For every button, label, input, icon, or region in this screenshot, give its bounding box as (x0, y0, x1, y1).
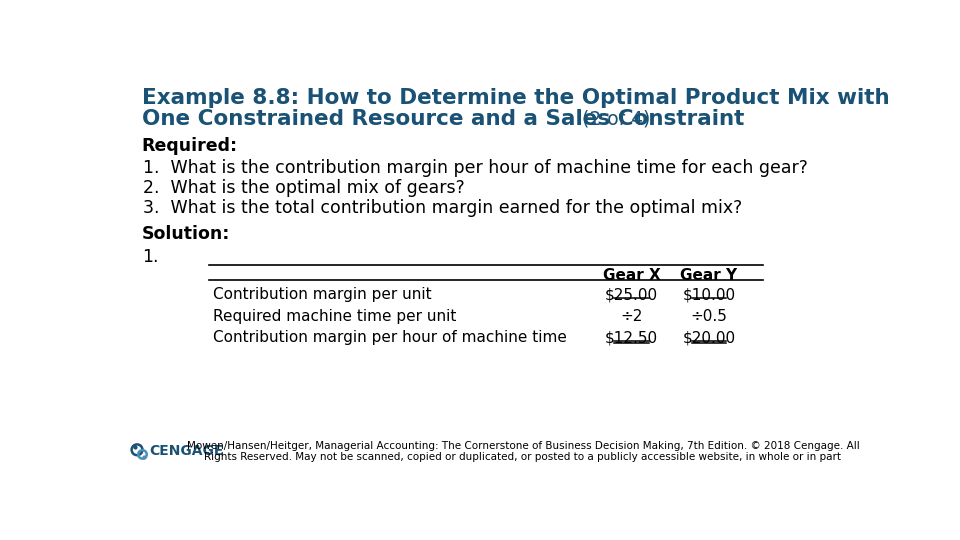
Text: $20.00: $20.00 (683, 330, 735, 346)
Text: Required machine time per unit: Required machine time per unit (213, 309, 456, 324)
Text: 1.  What is the contribution margin per hour of machine time for each gear?: 1. What is the contribution margin per h… (143, 159, 808, 177)
Text: ÷2: ÷2 (620, 309, 642, 324)
Text: Contribution margin per unit: Contribution margin per unit (213, 287, 432, 302)
Text: $12.50: $12.50 (605, 330, 658, 346)
Text: One Constrained Resource and a Sales Constraint: One Constrained Resource and a Sales Con… (142, 110, 744, 130)
Text: Required:: Required: (142, 137, 238, 155)
Text: $10.00: $10.00 (683, 287, 735, 302)
Text: ÷0.5: ÷0.5 (690, 309, 728, 324)
Text: (2 of 4): (2 of 4) (576, 110, 650, 129)
Text: 3.  What is the total contribution margin earned for the optimal mix?: 3. What is the total contribution margin… (143, 199, 742, 217)
Text: Mowen/Hansen/Heitger, Managerial Accounting: The Cornerstone of Business Decisio: Mowen/Hansen/Heitger, Managerial Account… (186, 441, 859, 462)
Text: CENGAGE: CENGAGE (150, 444, 224, 458)
Text: 2.  What is the optimal mix of gears?: 2. What is the optimal mix of gears? (143, 179, 465, 197)
Text: Gear X: Gear X (603, 268, 660, 283)
Text: Example 8.8: How to Determine the Optimal Product Mix with: Example 8.8: How to Determine the Optima… (142, 88, 889, 108)
Text: $25.00: $25.00 (605, 287, 658, 302)
Text: Solution:: Solution: (142, 225, 230, 243)
Text: 1.: 1. (142, 248, 158, 266)
Text: Gear Y: Gear Y (681, 268, 737, 283)
Text: Contribution margin per hour of machine time: Contribution margin per hour of machine … (213, 330, 566, 346)
